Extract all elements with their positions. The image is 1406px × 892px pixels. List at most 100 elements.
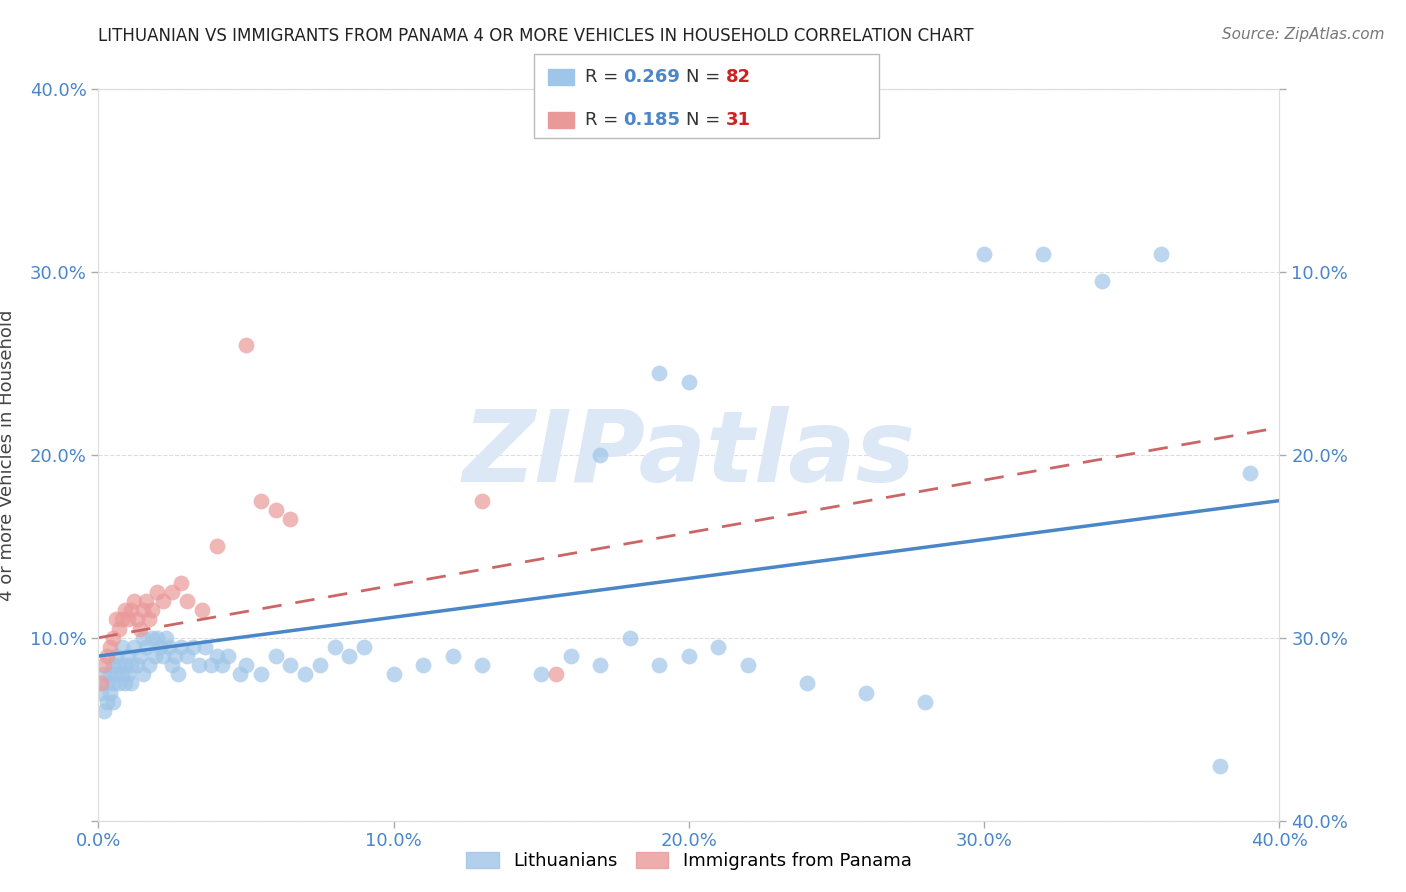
Point: [114, 603, 136, 617]
Point: [111, 640, 134, 654]
Point: [162, 585, 183, 599]
Point: [111, 613, 134, 627]
Point: [149, 640, 172, 654]
Point: [1150, 246, 1173, 260]
Point: [619, 631, 641, 645]
Point: [471, 493, 494, 508]
Point: [1209, 758, 1232, 772]
Point: [200, 658, 222, 673]
Point: [141, 631, 163, 645]
Legend: Lithuanians, Immigrants from Panama: Lithuanians, Immigrants from Panama: [460, 845, 918, 878]
Point: [146, 631, 169, 645]
Point: [152, 649, 174, 664]
Point: [90, 685, 112, 699]
Point: [914, 695, 936, 709]
Point: [191, 603, 214, 617]
Point: [205, 649, 228, 664]
Point: [117, 613, 139, 627]
Point: [105, 667, 128, 681]
Point: [135, 640, 157, 654]
Point: [796, 676, 818, 690]
Point: [98, 667, 121, 681]
Point: [98, 640, 121, 654]
Point: [155, 631, 177, 645]
Point: [114, 658, 136, 673]
Point: [382, 667, 405, 681]
Point: [120, 603, 142, 617]
Point: [117, 667, 139, 681]
Point: [103, 695, 125, 709]
Point: [278, 512, 302, 526]
Point: [589, 448, 612, 462]
Point: [339, 649, 360, 664]
Point: [125, 658, 148, 673]
Text: N =: N =: [686, 69, 725, 87]
Point: [103, 631, 125, 645]
Point: [105, 613, 128, 627]
Point: [648, 658, 671, 673]
Text: 82: 82: [725, 69, 751, 87]
Text: 0.185: 0.185: [623, 111, 681, 128]
Point: [122, 594, 145, 608]
Text: R =: R =: [585, 111, 624, 128]
Text: N =: N =: [686, 111, 725, 128]
Point: [96, 695, 118, 709]
Point: [205, 539, 228, 553]
Point: [294, 667, 316, 681]
Point: [128, 649, 150, 664]
Text: LITHUANIAN VS IMMIGRANTS FROM PANAMA 4 OR MORE VEHICLES IN HOUSEHOLD CORRELATION: LITHUANIAN VS IMMIGRANTS FROM PANAMA 4 O…: [98, 27, 974, 45]
Point: [132, 603, 155, 617]
Point: [128, 622, 150, 636]
Point: [441, 649, 464, 664]
Point: [194, 640, 217, 654]
Point: [855, 685, 877, 699]
Point: [737, 658, 759, 673]
Point: [678, 649, 700, 664]
Point: [117, 649, 139, 664]
Point: [589, 658, 612, 673]
Point: [235, 658, 257, 673]
Point: [135, 594, 157, 608]
Point: [167, 667, 190, 681]
Point: [138, 658, 160, 673]
Point: [187, 658, 209, 673]
Point: [235, 338, 257, 352]
Point: [323, 640, 346, 654]
Text: R =: R =: [585, 69, 624, 87]
Point: [125, 613, 148, 627]
Point: [132, 667, 155, 681]
Point: [560, 649, 582, 664]
Point: [132, 631, 155, 645]
Point: [93, 704, 115, 718]
Point: [103, 658, 125, 673]
Point: [530, 667, 553, 681]
Point: [1239, 466, 1261, 480]
Point: [278, 658, 302, 673]
Point: [108, 622, 131, 636]
Point: [141, 603, 163, 617]
Point: [217, 649, 239, 664]
Point: [108, 676, 131, 690]
Point: [152, 594, 174, 608]
Point: [122, 640, 145, 654]
Point: [90, 676, 112, 690]
Point: [176, 649, 198, 664]
Point: [162, 658, 183, 673]
Text: 0.269: 0.269: [623, 69, 679, 87]
Point: [546, 667, 568, 681]
Point: [105, 649, 128, 664]
Point: [146, 585, 169, 599]
Point: [412, 658, 434, 673]
Point: [471, 658, 494, 673]
Point: [211, 658, 233, 673]
Point: [353, 640, 375, 654]
Point: [93, 667, 115, 681]
Point: [648, 366, 671, 380]
Text: Source: ZipAtlas.com: Source: ZipAtlas.com: [1222, 27, 1385, 42]
Point: [181, 640, 204, 654]
Point: [170, 640, 193, 654]
Point: [170, 576, 193, 591]
Point: [93, 658, 115, 673]
Point: [176, 594, 198, 608]
Point: [98, 685, 121, 699]
